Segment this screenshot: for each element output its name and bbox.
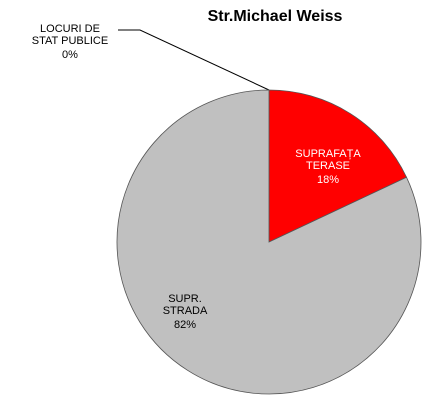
- slice-category-label: SUPR. STRADA: [162, 293, 208, 317]
- pie-slice: [268, 89, 408, 243]
- slice-value-label: 18%: [316, 174, 340, 186]
- slice-value-label: 82%: [173, 319, 197, 331]
- pie-slice: [116, 89, 422, 395]
- slice-category-label: SUPRAFAȚA TERASE: [295, 148, 361, 172]
- slice-category-label: LOCURI DE STAT PUBLICE: [31, 23, 109, 47]
- leader-line: [118, 29, 270, 91]
- chart-title: Str.Michael Weiss: [207, 8, 343, 25]
- slice-value-label: 0%: [62, 49, 78, 61]
